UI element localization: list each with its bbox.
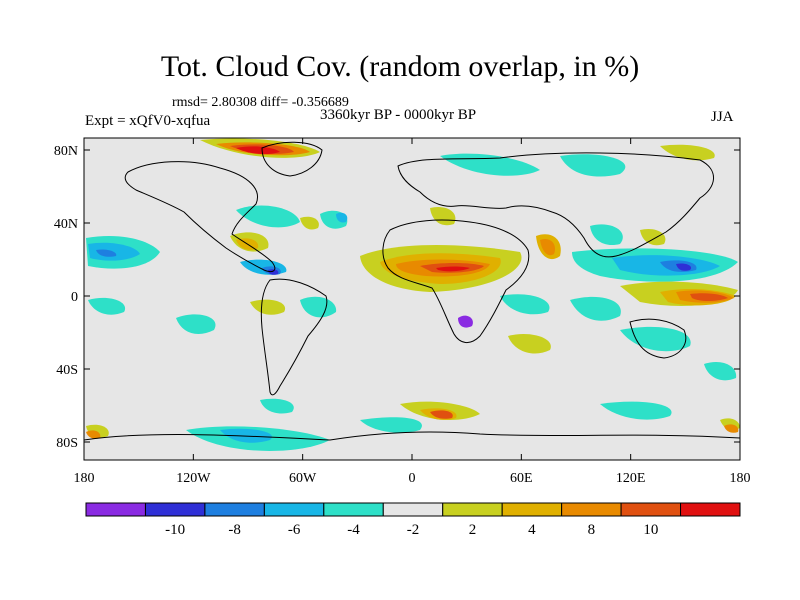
colorbar-label: -10: [165, 522, 185, 538]
colorbar-label: 2: [469, 522, 477, 538]
x-tick-label: 60E: [510, 471, 533, 486]
map-title: Tot. Cloud Cov. (random overlap, in %): [160, 50, 640, 83]
colorbar-label: -6: [288, 522, 301, 538]
colorbar-swatch: [144, 502, 206, 517]
colorbar-swatch: [561, 502, 622, 517]
time-period-label: 3360kyr BP - 0000kyr BP: [320, 107, 477, 123]
x-axis: 180 120W 60W 0 60E 120E 180: [74, 138, 751, 486]
x-tick-label: 60W: [289, 471, 317, 486]
colorbar-swatch: [620, 502, 682, 517]
colorbar: -10 -8 -6 -4 -2 2 4 8 10: [85, 502, 741, 538]
colorbar-swatch: [382, 502, 444, 517]
coastlines: [84, 141, 740, 441]
colorbar-label: -8: [228, 522, 241, 538]
colorbar-label: 4: [528, 522, 536, 538]
anomaly-field: [84, 138, 740, 451]
x-tick-label: 120W: [176, 471, 211, 486]
y-tick-label: 40S: [56, 363, 78, 378]
colorbar-swatch: [680, 502, 741, 517]
y-tick-label: 80N: [54, 144, 78, 159]
colorbar-label: 8: [588, 522, 596, 538]
x-tick-label: 180: [74, 471, 95, 486]
y-tick-label: 40N: [54, 217, 78, 232]
season-label: JJA: [711, 109, 734, 125]
experiment-label: Expt = xQfV0-xqfua: [85, 113, 211, 129]
colorbar-swatch: [323, 502, 384, 517]
colorbar-swatch: [204, 502, 265, 517]
y-axis: 80N 40N 0 40S 80S: [54, 144, 740, 451]
x-tick-label: 120E: [616, 471, 646, 486]
colorbar-swatch: [442, 502, 503, 517]
colorbar-swatch: [85, 502, 146, 517]
colorbar-label: 10: [643, 522, 658, 538]
x-tick-label: 0: [409, 471, 416, 486]
colorbar-label: -2: [407, 522, 420, 538]
colorbar-swatch: [501, 502, 563, 517]
y-tick-label: 0: [71, 290, 78, 305]
colorbar-label: -4: [347, 522, 360, 538]
x-tick-label: 180: [730, 471, 751, 486]
statistics-label: rmsd= 2.80308 diff= -0.356689: [172, 95, 349, 110]
y-tick-label: 80S: [56, 436, 78, 451]
colorbar-swatch: [263, 502, 325, 517]
